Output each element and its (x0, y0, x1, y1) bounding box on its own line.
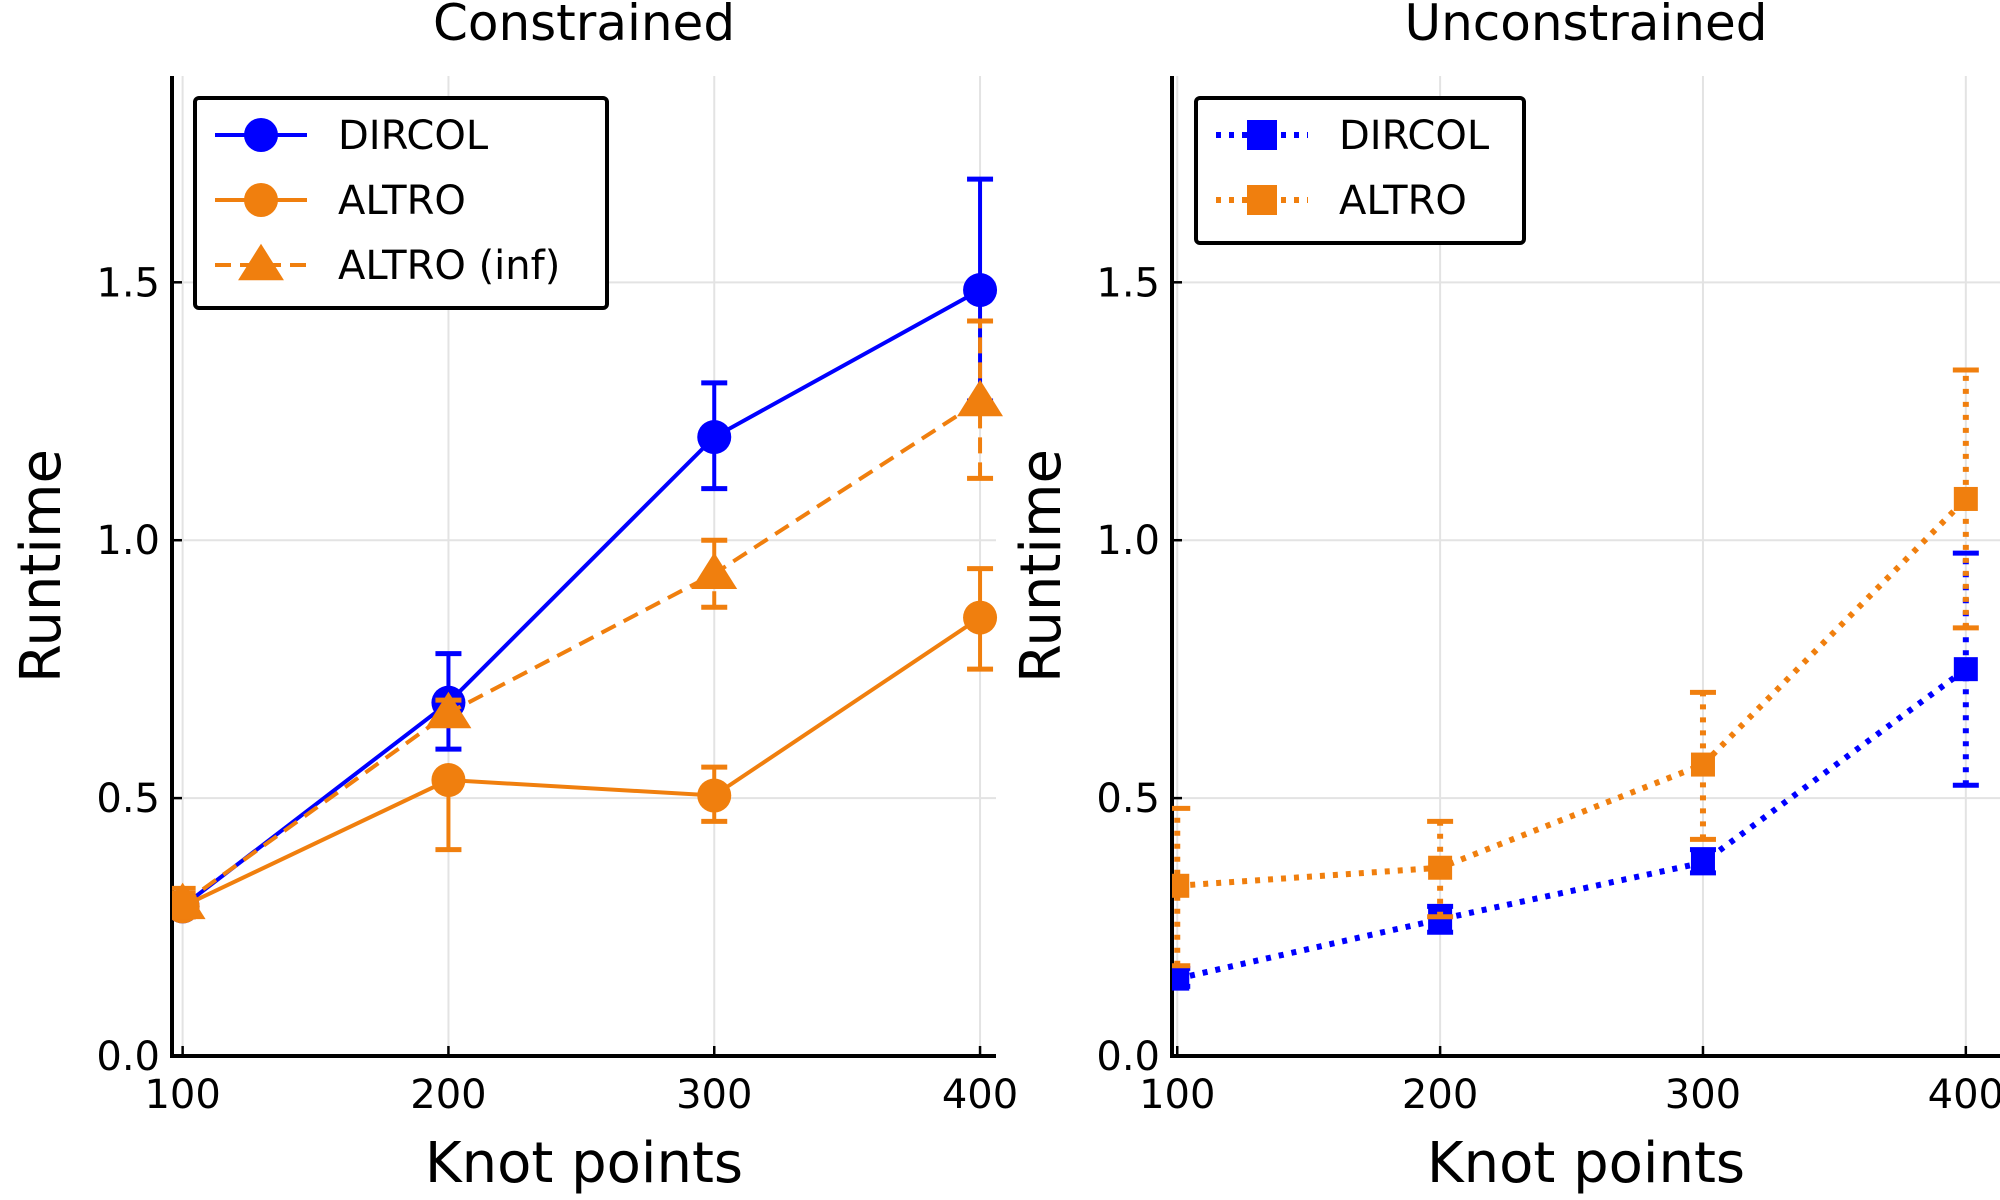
x-tick-label: 200 (410, 1072, 486, 1118)
data-point (1428, 855, 1453, 880)
y-tick-label: 0.5 (1096, 776, 1160, 822)
x-tick-label: 400 (942, 1072, 1018, 1118)
series-dircol (1172, 550, 1979, 991)
data-point (1428, 907, 1453, 932)
plot-area (172, 176, 1004, 924)
data-point (425, 691, 472, 729)
plot-area (1172, 367, 1979, 991)
legend-item: DIRCOL (215, 113, 489, 159)
y-tick-label: 0.5 (96, 776, 160, 822)
legend-label: ALTRO (1339, 178, 1467, 224)
x-tick-label: 300 (1665, 1072, 1741, 1118)
legend: DIRCOL ALTRO (1194, 96, 1526, 245)
data-point (697, 778, 732, 813)
series-line (1177, 496, 1968, 889)
x-tick-label: 100 (144, 1072, 220, 1118)
data-point (172, 882, 206, 920)
data-point (697, 420, 732, 455)
data-point (957, 379, 1004, 417)
data-point (1690, 850, 1715, 875)
y-tick-label: 1.5 (1096, 260, 1160, 306)
y-tick-label: 1.5 (96, 260, 160, 306)
legend-label: DIRCOL (1339, 113, 1490, 159)
subplot-unconstrained: 100 200 300 400 0.0 0.5 1.0 1.5 Unconstrained Kno… (1009, 0, 2000, 1196)
y-tick-label: 0.0 (96, 1034, 160, 1080)
series-line (181, 615, 982, 909)
chart-title: Unconstrained (1405, 0, 1768, 52)
data-point (1172, 966, 1190, 991)
series-altro (1172, 367, 1979, 969)
chart-title: Constrained (433, 0, 735, 52)
data-point (963, 600, 998, 635)
legend-marker (244, 118, 278, 152)
data-point (1172, 873, 1190, 898)
x-tick-label: 200 (1402, 1072, 1478, 1118)
x-tick-label: 300 (676, 1072, 752, 1118)
x-tick-label: 100 (1139, 1072, 1215, 1118)
legend-label: ALTRO (inf) (338, 243, 560, 289)
legend-label: ALTRO (338, 178, 466, 224)
data-point (431, 763, 466, 798)
legend-box (193, 96, 609, 310)
x-tick-label: 400 (1928, 1072, 2000, 1118)
data-point (1690, 752, 1715, 777)
series-line (1176, 666, 1968, 982)
y-tick-label: 0.0 (1096, 1034, 1160, 1080)
x-axis-label: Knot points (1427, 1131, 1745, 1196)
series-line (181, 399, 982, 906)
y-axis-label: Runtime (9, 449, 74, 683)
y-axis-label: Runtime (1009, 449, 1074, 683)
series-line (181, 288, 982, 909)
legend-marker (1247, 185, 1277, 215)
legend-item: DIRCOL (1216, 113, 1490, 159)
legend-marker (244, 183, 278, 217)
legend-marker (1247, 120, 1277, 150)
legend-item: ALTRO (inf) (215, 243, 560, 289)
legend-label: DIRCOL (338, 113, 489, 159)
legend-item: ALTRO (1216, 178, 1467, 224)
series-altro-inf (172, 318, 1004, 920)
data-point (1953, 486, 1978, 511)
legend-item: ALTRO (215, 178, 466, 224)
legend: DIRCOL ALTRO ALTRO (inf) (193, 96, 609, 310)
subplot-constrained: 100 200 300 400 0.0 0.5 1.0 1.5 Constrained Knot … (9, 0, 1018, 1196)
y-tick-label: 1.0 (96, 518, 160, 564)
legend-box (1194, 96, 1526, 245)
series-altro (172, 566, 998, 924)
legend-marker (238, 243, 284, 281)
y-tick-label: 1.0 (1096, 518, 1160, 564)
data-point (1953, 657, 1978, 682)
data-point (691, 552, 738, 590)
x-axis-label: Knot points (425, 1131, 743, 1196)
data-point (963, 273, 998, 308)
